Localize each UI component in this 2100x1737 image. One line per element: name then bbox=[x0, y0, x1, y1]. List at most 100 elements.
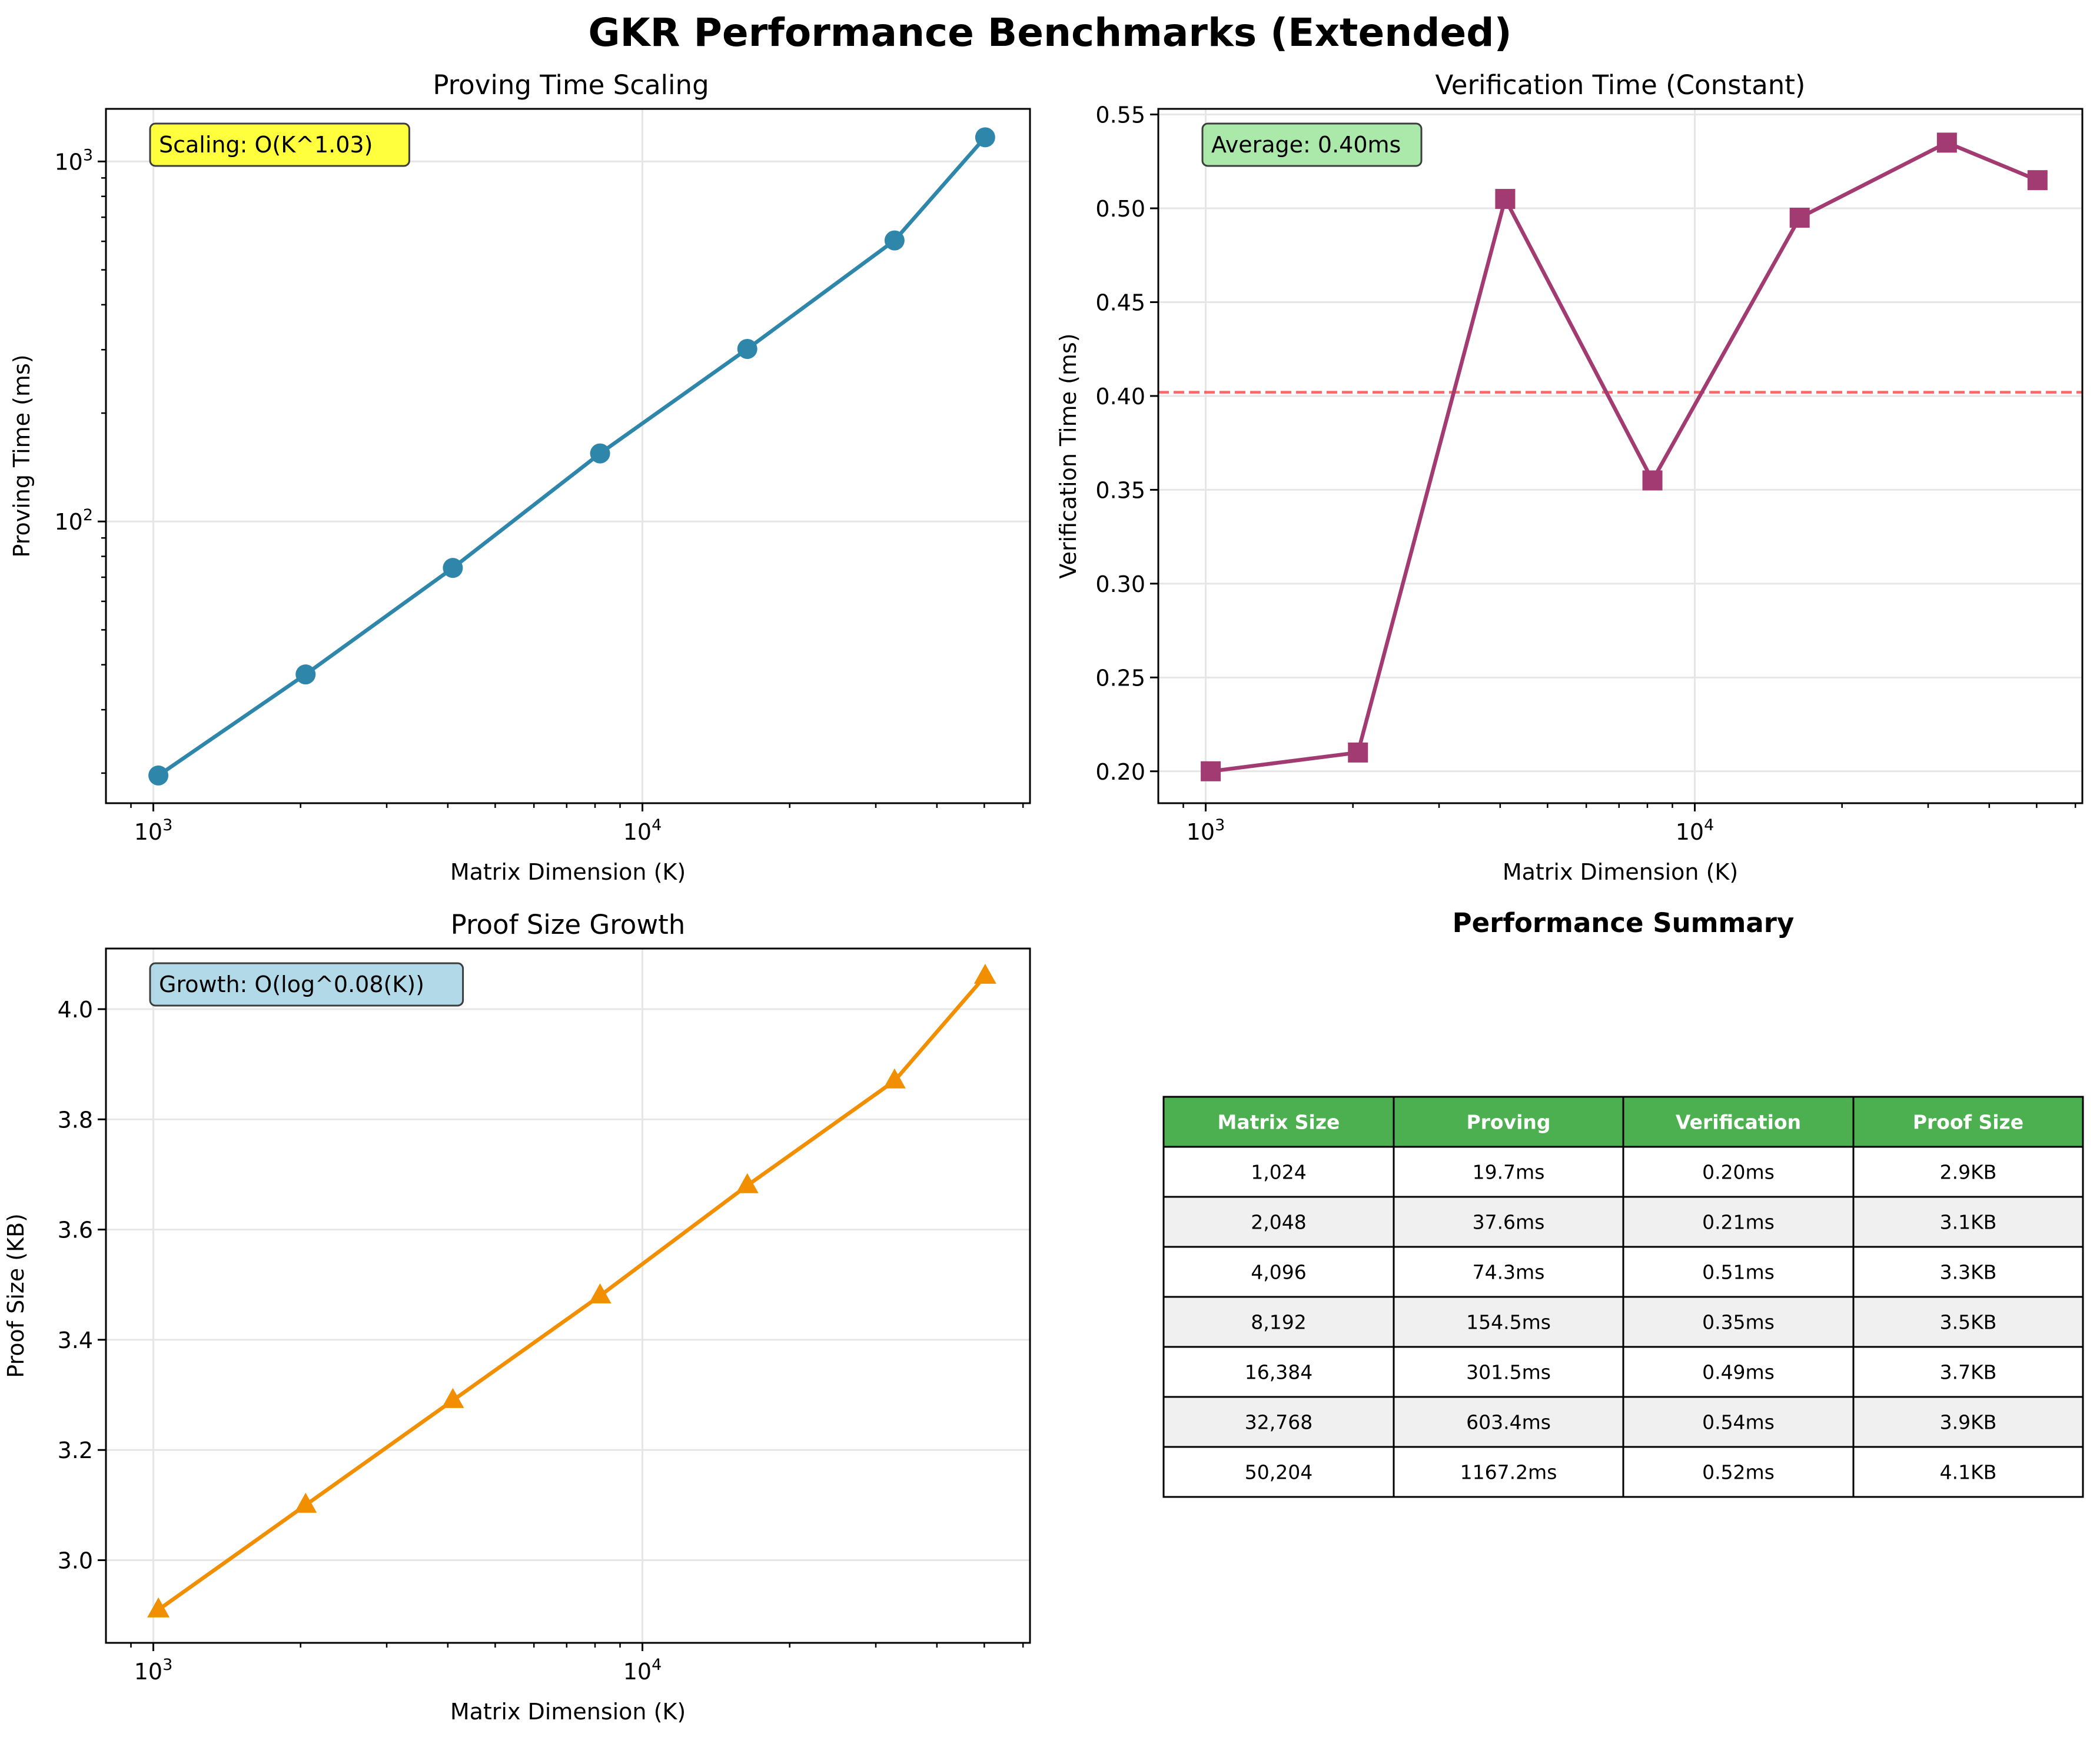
table-header-cell bbox=[1162, 1096, 1395, 1148]
table-header-text: Proving bbox=[1466, 1111, 1550, 1134]
x-tick-label: 103 bbox=[1187, 816, 1225, 845]
axes-frame bbox=[105, 108, 1031, 804]
y-tick-label: 3.0 bbox=[58, 1548, 93, 1574]
data-point bbox=[883, 1068, 906, 1089]
series-line bbox=[157, 974, 987, 1612]
table-cell bbox=[1852, 1196, 2084, 1248]
table-cell bbox=[1162, 1446, 1395, 1498]
data-point bbox=[1495, 189, 1516, 209]
data-point bbox=[1348, 742, 1368, 763]
data-point bbox=[1642, 470, 1663, 491]
y-tick-label: 3.4 bbox=[58, 1327, 93, 1353]
x-tick-label: 104 bbox=[623, 816, 662, 845]
table-cell-text: 37.6ms bbox=[1473, 1211, 1545, 1234]
table-cell-text: 0.35ms bbox=[1702, 1311, 1775, 1334]
y-tick-label: 0.50 bbox=[1095, 196, 1145, 222]
proving-title: Proving Time Scaling bbox=[433, 69, 709, 101]
x-tick-label: 104 bbox=[623, 1656, 662, 1685]
y-tick-label: 103 bbox=[54, 146, 93, 175]
table-cell-text: 154.5ms bbox=[1466, 1311, 1551, 1334]
data-point bbox=[884, 230, 905, 251]
table-cell bbox=[1162, 1246, 1395, 1298]
table-cell-text: 8,192 bbox=[1251, 1311, 1306, 1334]
table-header-text: Verification bbox=[1676, 1111, 1801, 1134]
table-cell-text: 3.9KB bbox=[1940, 1411, 1997, 1434]
y-tick-label: 0.45 bbox=[1095, 290, 1145, 315]
annotation-box bbox=[149, 962, 464, 1007]
x-axis-label: Matrix Dimension (K) bbox=[450, 859, 686, 885]
table-cell-text: 2.9KB bbox=[1940, 1161, 1997, 1184]
y-tick-label: 3.8 bbox=[58, 1107, 93, 1133]
y-tick-label: 3.2 bbox=[58, 1437, 93, 1463]
table-cell-text: 3.3KB bbox=[1940, 1261, 1997, 1284]
y-tick-label: 0.25 bbox=[1095, 665, 1145, 691]
table-cell-text: 1167.2ms bbox=[1460, 1461, 1557, 1484]
table-cell bbox=[1852, 1296, 2084, 1348]
table-header-cell bbox=[1852, 1096, 2084, 1148]
y-axis-label: Verification Time (ms) bbox=[1055, 333, 1081, 578]
x-tick-label: 104 bbox=[1676, 816, 1714, 845]
table-cell bbox=[1162, 1196, 1395, 1248]
table-header-text: Proof Size bbox=[1913, 1111, 2023, 1134]
table-cell bbox=[1622, 1446, 1855, 1498]
table-cell-text: 603.4ms bbox=[1466, 1411, 1551, 1434]
table-cell-text: 19.7ms bbox=[1473, 1161, 1545, 1184]
y-tick-label: 0.35 bbox=[1095, 477, 1145, 503]
y-tick-label: 102 bbox=[54, 506, 93, 535]
table-cell-text: 1,024 bbox=[1251, 1161, 1306, 1184]
y-axis-label: Proof Size (KB) bbox=[3, 1213, 29, 1378]
table-title: Performance Summary bbox=[1453, 907, 1795, 939]
y-axis-label: Proving Time (ms) bbox=[9, 354, 35, 557]
data-point bbox=[443, 558, 463, 578]
table-cell-text: 4.1KB bbox=[1940, 1461, 1997, 1484]
table-cell bbox=[1393, 1446, 1624, 1498]
table-cell bbox=[1852, 1246, 2084, 1298]
data-point bbox=[148, 765, 169, 786]
table-cell-text: 0.54ms bbox=[1702, 1411, 1775, 1434]
y-tick-label: 0.30 bbox=[1095, 571, 1145, 597]
table-cell bbox=[1393, 1296, 1624, 1348]
data-point bbox=[590, 443, 610, 464]
data-point bbox=[589, 1283, 612, 1303]
y-tick-label: 0.40 bbox=[1095, 384, 1145, 410]
table-cell bbox=[1852, 1396, 2084, 1448]
table-cell bbox=[1852, 1346, 2084, 1398]
figure-title: GKR Performance Benchmarks (Extended) bbox=[588, 10, 1511, 55]
performance-summary-table: Performance Summary Matrix Size Proving Ver… bbox=[1162, 907, 2084, 1498]
data-point bbox=[973, 963, 996, 984]
table-cell bbox=[1162, 1146, 1395, 1198]
annotation-box bbox=[1201, 122, 1423, 167]
x-tick-label: 103 bbox=[134, 816, 173, 845]
annotation-text: Average: 0.40ms bbox=[1211, 132, 1401, 158]
table-cell-text: 50,204 bbox=[1245, 1461, 1312, 1484]
table-cell bbox=[1393, 1146, 1624, 1198]
annotation-text: Growth: O(log^0.08(K)) bbox=[159, 971, 424, 997]
proof-size-panel: Proof Size Growth 103 104 3.0 3.2 3.4 3.6 3.8 4.… bbox=[3, 909, 1031, 1725]
x-axis-label: Matrix Dimension (K) bbox=[450, 1699, 686, 1725]
table-header-text: Matrix Size bbox=[1218, 1111, 1340, 1134]
y-tick-label: 0.55 bbox=[1095, 102, 1145, 128]
annotation-text: Scaling: O(K^1.03) bbox=[159, 132, 373, 158]
table-cell-text: 32,768 bbox=[1245, 1411, 1312, 1434]
table-cell-text: 0.51ms bbox=[1702, 1261, 1775, 1284]
panel-title: Verification Time (Constant) bbox=[1436, 69, 1806, 101]
data-point bbox=[1201, 761, 1221, 781]
data-point bbox=[294, 1492, 317, 1513]
axes-frame bbox=[105, 947, 1031, 1644]
table-cell-text: 0.52ms bbox=[1702, 1461, 1775, 1484]
table-cell bbox=[1162, 1396, 1395, 1448]
data-point bbox=[975, 127, 995, 148]
data-point bbox=[147, 1597, 170, 1618]
table-cell-text: 2,048 bbox=[1251, 1211, 1306, 1234]
table-cell-text: 3.7KB bbox=[1940, 1361, 1997, 1384]
y-tick-label: 3.6 bbox=[58, 1217, 93, 1243]
data-point bbox=[295, 664, 316, 685]
data-point bbox=[736, 1173, 759, 1193]
axes-frame bbox=[1157, 108, 2084, 804]
table-cell-text: 16,384 bbox=[1245, 1361, 1312, 1384]
table-cell bbox=[1852, 1446, 2084, 1498]
table-cell bbox=[1393, 1346, 1624, 1398]
data-point bbox=[737, 338, 757, 359]
table-cell-text: 4,096 bbox=[1251, 1261, 1306, 1284]
